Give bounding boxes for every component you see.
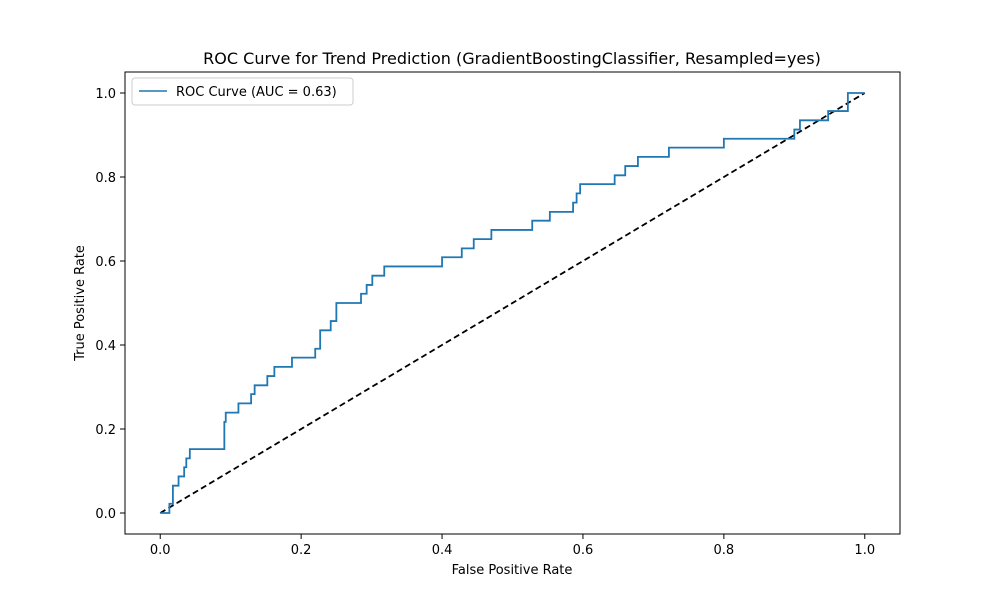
roc-curve-line — [160, 92, 865, 514]
series-lines — [159, 92, 866, 514]
x-axis-label: False Positive Rate — [452, 563, 573, 578]
axes-ticks: 0.0 0.2 0.4 0.6 0.8 1.0 0.0 0.2 0.4 0.6 0.8 1.0 — [95, 87, 875, 558]
x-tick-label: 0.2 — [291, 543, 312, 558]
chart-title: ROC Curve for Trend Prediction (Gradient… — [203, 49, 821, 68]
y-tick-label: 1.0 — [95, 87, 116, 102]
chance-diagonal-line — [159, 92, 866, 514]
legend-label-roc: ROC Curve (AUC = 0.63) — [176, 85, 337, 100]
y-tick-label: 0.2 — [95, 423, 116, 438]
x-tick-label: 1.0 — [854, 543, 875, 558]
y-tick-label: 0.6 — [95, 255, 116, 270]
legend: ROC Curve (AUC = 0.63) — [131, 77, 354, 106]
legend-box — [131, 77, 354, 106]
x-tick-label: 0.8 — [714, 543, 735, 558]
y-tick-label: 0.0 — [95, 507, 116, 522]
x-tick-label: 0.6 — [573, 543, 594, 558]
x-tick-label: 0.0 — [150, 543, 171, 558]
x-tick-label: 0.4 — [432, 543, 453, 558]
y-axis-label: True Positive Rate — [73, 245, 88, 362]
plot-frame — [124, 71, 901, 535]
y-tick-label: 0.4 — [95, 339, 116, 354]
y-tick-label: 0.8 — [95, 171, 116, 186]
